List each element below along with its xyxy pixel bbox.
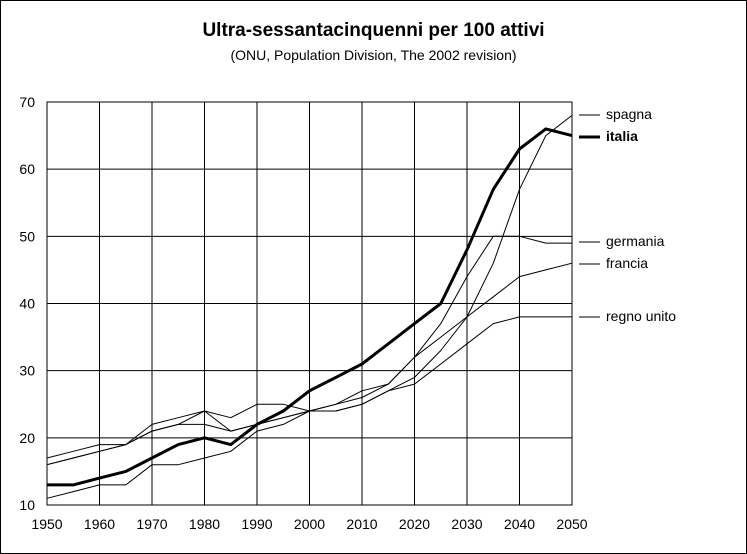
x-tick-label: 2040 (504, 516, 535, 532)
series-line-italia (47, 127, 573, 487)
legend-label-germania: germania (606, 233, 665, 249)
legend-label-italia: italia (606, 128, 638, 144)
legend-label-regno-unito: regno unito (606, 308, 676, 324)
x-tick-label: 1990 (241, 516, 272, 532)
legend: spagna italia germania francia regno unito (579, 106, 676, 324)
x-tick-label: 1970 (136, 516, 167, 532)
y-tick-label: 30 (19, 363, 35, 379)
y-tick-label: 10 (19, 497, 35, 513)
x-tick-label: 2000 (294, 516, 325, 532)
y-tick-label: 40 (19, 296, 35, 312)
x-tick-label: 2020 (399, 516, 430, 532)
chart-title: Ultra-sessantacinquenni per 100 attivi (202, 20, 545, 41)
x-tick-label: 1950 (31, 516, 62, 532)
y-tick-label: 70 (19, 94, 35, 110)
series-lines (46, 115, 573, 499)
chart-subtitle: (ONU, Population Division, The 2002 revi… (230, 47, 517, 63)
x-tick-label: 1980 (189, 516, 220, 532)
plot-area (46, 101, 573, 506)
x-tick-label: 2030 (451, 516, 482, 532)
y-tick-label: 20 (19, 430, 35, 446)
legend-label-spagna: spagna (606, 106, 652, 122)
legend-label-francia: francia (606, 255, 648, 271)
x-tick-label: 1960 (84, 516, 115, 532)
x-tick-label: 2050 (556, 516, 587, 532)
x-tick-label: 2010 (346, 516, 377, 532)
y-tick-label: 60 (19, 161, 35, 177)
series-line-regno-unito (46, 316, 572, 466)
y-tick-label: 50 (19, 228, 35, 244)
